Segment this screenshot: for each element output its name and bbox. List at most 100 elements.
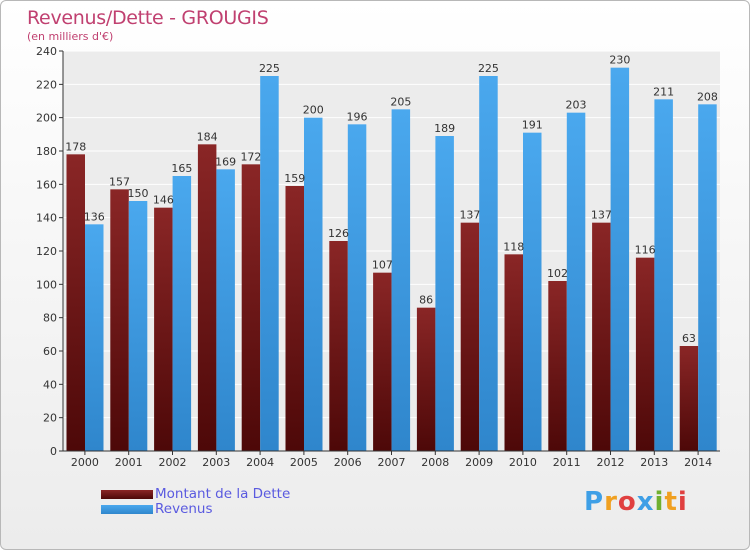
bar-dette: [635, 257, 655, 451]
bar-revenus: [260, 76, 279, 451]
y-tick-label: 20: [43, 412, 57, 425]
data-label: 225: [478, 62, 499, 75]
y-tick-label: 0: [50, 445, 57, 458]
data-label: 150: [128, 187, 149, 200]
logo-letter: x: [636, 487, 655, 517]
data-label: 189: [434, 122, 455, 135]
x-tick-label: 2006: [334, 456, 362, 469]
x-tick-label: 2011: [553, 456, 581, 469]
bar-revenus: [172, 176, 192, 451]
x-tick-label: 2000: [71, 456, 99, 469]
logo-letter: o: [617, 487, 637, 517]
data-label: 126: [328, 227, 349, 240]
data-label: 157: [109, 175, 130, 188]
data-label: 200: [303, 104, 324, 117]
data-label: 169: [215, 155, 236, 168]
data-label: 178: [65, 140, 86, 153]
chart-subtitle: (en milliers d'€): [27, 30, 114, 43]
data-label: 102: [547, 267, 568, 280]
bar-dette: [416, 307, 436, 451]
data-label: 172: [240, 150, 261, 163]
data-label: 137: [591, 209, 612, 222]
x-tick-label: 2013: [640, 456, 668, 469]
bar-revenus: [85, 224, 104, 451]
data-label: 208: [697, 90, 718, 103]
data-label: 63: [682, 332, 696, 345]
data-label: 165: [171, 162, 192, 175]
data-label: 136: [84, 210, 105, 223]
bar-revenus: [435, 136, 454, 451]
data-label: 196: [347, 110, 368, 123]
legend-swatch-dette: [101, 490, 153, 499]
data-label: 137: [459, 209, 480, 222]
bar-dette: [66, 154, 85, 452]
logo-letter: i: [677, 487, 688, 517]
bar-dette: [679, 346, 699, 451]
y-tick-label: 60: [43, 345, 57, 358]
bar-dette: [154, 207, 173, 451]
x-tick-label: 2008: [421, 456, 449, 469]
y-tick-label: 80: [43, 312, 57, 325]
bar-dette: [329, 241, 348, 451]
proxiti-logo: Proxiti: [584, 487, 688, 517]
bar-dette: [504, 254, 523, 451]
data-label: 211: [653, 85, 674, 98]
y-tick-label: 240: [36, 45, 57, 58]
y-tick-label: 200: [36, 112, 57, 125]
bar-revenus: [128, 201, 148, 451]
data-label: 191: [522, 119, 543, 132]
data-label: 203: [566, 99, 587, 112]
logo-letter: r: [604, 487, 618, 517]
y-tick-label: 100: [36, 278, 57, 291]
logo-letter: i: [654, 487, 665, 517]
data-label: 116: [635, 244, 656, 257]
data-label: 205: [390, 95, 411, 108]
bar-dette: [285, 186, 304, 451]
y-tick-label: 120: [36, 245, 57, 258]
bar-revenus: [610, 67, 630, 452]
legend-label-dette: Montant de la Dette: [155, 486, 291, 502]
x-tick-label: 2012: [597, 456, 625, 469]
bar-revenus: [304, 117, 323, 452]
y-tick-label: 220: [36, 78, 57, 91]
y-tick-label: 140: [36, 212, 57, 225]
data-label: 225: [259, 62, 280, 75]
x-tick-label: 2001: [115, 456, 143, 469]
x-tick-label: 2009: [465, 456, 493, 469]
data-label: 230: [609, 54, 630, 67]
x-tick-label: 2010: [509, 456, 537, 469]
logo-letter: P: [584, 487, 605, 517]
bar-dette: [197, 144, 217, 452]
legend-label-revenus: Revenus: [155, 501, 213, 517]
x-tick-label: 2003: [202, 456, 230, 469]
bar-dette: [110, 189, 129, 452]
bar-dette: [460, 222, 480, 451]
data-label: 107: [372, 259, 393, 272]
x-tick-label: 2014: [684, 456, 712, 469]
bar-revenus: [523, 132, 542, 451]
logo-letter: t: [664, 487, 678, 517]
x-tick-label: 2005: [290, 456, 318, 469]
data-label: 86: [419, 294, 433, 307]
bar-dette: [373, 272, 392, 451]
bar-revenus: [654, 99, 673, 451]
bar-revenus: [347, 124, 367, 451]
bar-dette: [592, 222, 611, 451]
x-tick-label: 2007: [378, 456, 406, 469]
data-label: 159: [284, 172, 305, 185]
bar-revenus: [698, 104, 717, 451]
bar-revenus: [566, 112, 586, 452]
y-tick-label: 160: [36, 178, 57, 191]
y-tick-label: 40: [43, 378, 57, 391]
x-tick-label: 2002: [159, 456, 187, 469]
bar-revenus: [479, 76, 498, 451]
legend-swatch-revenus: [101, 505, 153, 514]
bar-dette: [241, 164, 261, 452]
data-label: 118: [503, 240, 524, 253]
y-tick-label: 180: [36, 145, 57, 158]
chart-title: Revenus/Dette - GROUGIS: [27, 7, 269, 29]
data-label: 184: [197, 130, 218, 143]
bar-dette: [548, 281, 567, 451]
